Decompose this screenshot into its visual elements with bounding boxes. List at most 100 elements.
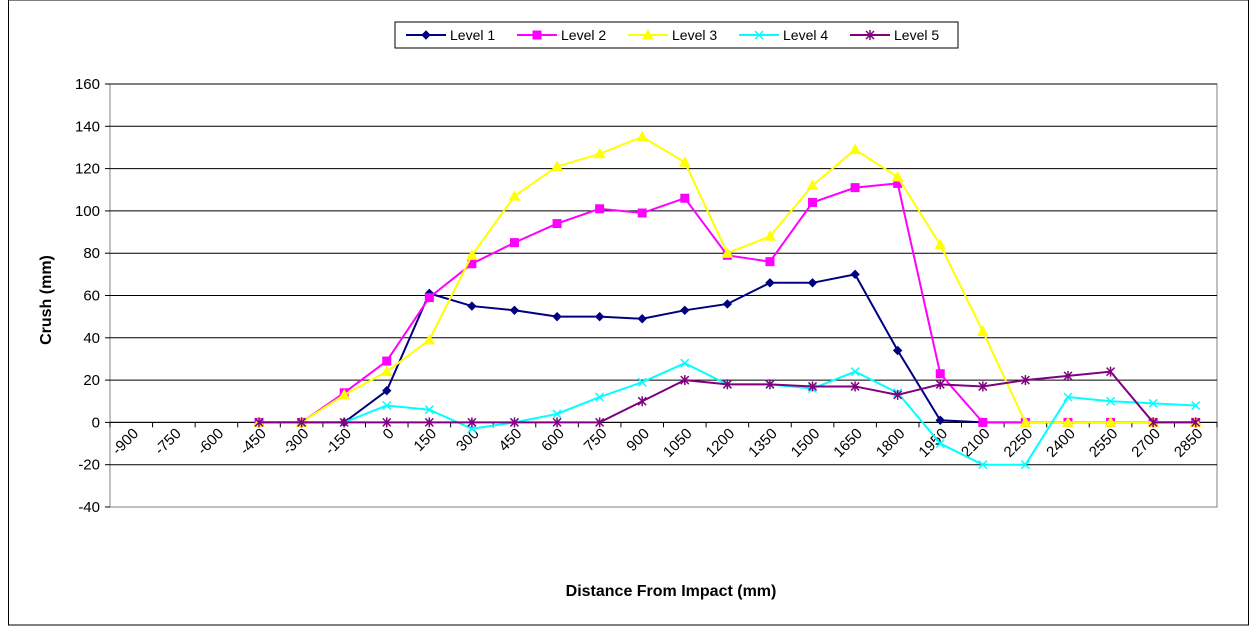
data-point: [1191, 417, 1201, 428]
data-point: [892, 345, 903, 356]
data-point: [722, 379, 732, 390]
data-point: [1063, 370, 1073, 381]
legend-label: Level 5: [894, 27, 939, 43]
data-point: [637, 208, 647, 218]
data-point: [338, 388, 351, 400]
legend: Level 1 Level 2 Level 3 Level 4 Level 5: [394, 21, 959, 49]
data-point: [467, 301, 477, 311]
legend-item: Level 2: [517, 27, 606, 43]
data-point-stroke: [595, 392, 605, 402]
legend-item: Level 4: [739, 27, 828, 43]
data-point: [593, 147, 606, 159]
data-point: [508, 190, 521, 201]
data-point: [680, 305, 690, 316]
data-point: [552, 417, 562, 428]
data-point: [1106, 396, 1116, 406]
data-point: [1191, 400, 1201, 411]
data-point: [806, 179, 819, 191]
data-point: [594, 311, 605, 322]
y-tick-label: 80: [83, 245, 100, 262]
legend-item: Level 5: [850, 27, 939, 43]
data-point: [382, 356, 392, 366]
data-point: [466, 249, 478, 260]
y-tick-label: 160: [75, 76, 100, 93]
data-point: [754, 30, 764, 40]
data-point-stroke: [680, 358, 690, 368]
data-point: [935, 369, 945, 379]
data-point: [1063, 392, 1073, 402]
y-tick-label: 140: [75, 118, 100, 135]
y-tick-label: -40: [78, 499, 100, 516]
data-point: [339, 417, 349, 428]
data-point: [1104, 416, 1117, 427]
series-layer: [253, 130, 1202, 470]
data-point-stroke: [754, 30, 764, 40]
y-tick-label: 120: [75, 161, 100, 178]
series-level-5: [254, 366, 1201, 428]
data-point: [808, 197, 818, 207]
data-point: [865, 30, 875, 40]
data-point: [595, 204, 605, 214]
data-point: [552, 219, 562, 229]
data-point: [1062, 416, 1074, 427]
data-point: [382, 385, 392, 396]
legend-items: Level 1 Level 2 Level 3 Level 4 Level 5: [406, 27, 939, 43]
data-point: [421, 30, 431, 40]
data-point: [721, 247, 734, 258]
data-point-stroke: [978, 460, 988, 470]
data-point: [532, 30, 542, 40]
data-point: [595, 392, 605, 402]
data-point-stroke: [1191, 400, 1201, 411]
data-point-stroke: [1020, 460, 1030, 470]
data-point: [380, 365, 393, 377]
data-point: [297, 417, 307, 428]
data-point: [637, 396, 647, 407]
y-tick-label: 0: [92, 414, 100, 431]
data-point: [424, 293, 434, 303]
data-point: [893, 389, 903, 400]
data-point: [1148, 417, 1158, 428]
legend-label: Level 3: [672, 27, 717, 43]
legend-label: Level 4: [783, 27, 828, 43]
data-point: [978, 460, 988, 470]
data-point: [850, 183, 860, 193]
y-tick-label: 40: [83, 330, 100, 347]
data-point: [935, 439, 945, 449]
data-point: [934, 238, 947, 250]
x-axis-title: Distance From Impact (mm): [566, 583, 777, 600]
data-point-stroke: [1148, 398, 1158, 408]
data-point: [976, 325, 989, 336]
data-point: [424, 417, 434, 428]
data-point: [637, 314, 647, 324]
data-point: [765, 278, 775, 288]
legend-label: Level 1: [450, 27, 495, 43]
data-point: [382, 400, 392, 411]
data-point: [254, 417, 264, 428]
data-point: [552, 311, 562, 322]
data-point: [637, 377, 647, 387]
data-point-stroke: [382, 400, 392, 411]
data-point: [1106, 366, 1116, 377]
data-point-stroke: [1063, 392, 1073, 402]
data-point: [764, 230, 776, 241]
data-point: [850, 367, 860, 377]
legend-item: Level 3: [628, 27, 717, 43]
data-point: [382, 417, 392, 428]
data-point: [1020, 375, 1030, 386]
data-point-stroke: [424, 405, 434, 415]
data-point: [1019, 416, 1032, 427]
y-axis-ticks: -40 -20 0 20 40 60 80 100 120 140 160: [75, 76, 110, 516]
data-point: [552, 409, 562, 419]
data-point: [680, 375, 690, 386]
data-point: [423, 333, 436, 345]
data-point: [978, 381, 988, 392]
data-point: [1148, 398, 1158, 408]
y-axis-title: Crush (mm): [38, 255, 55, 345]
data-point-stroke: [552, 409, 562, 419]
data-point: [849, 143, 861, 155]
data-point: [807, 381, 818, 392]
data-point-stroke: [935, 439, 945, 449]
legend-item: Level 1: [406, 27, 495, 43]
data-point: [509, 417, 520, 428]
